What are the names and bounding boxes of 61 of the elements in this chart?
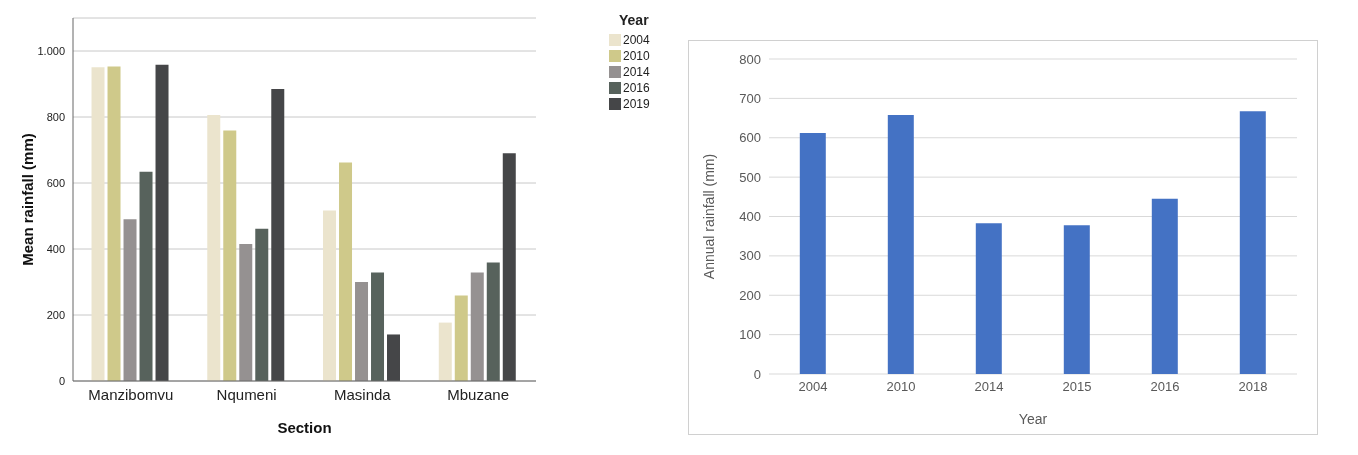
bar <box>799 133 826 374</box>
bar <box>1239 111 1266 374</box>
y-tick-label: 200 <box>739 287 761 303</box>
y-axis-title: Annual rainfall (mm) <box>700 153 717 280</box>
bar <box>438 322 452 381</box>
bar <box>454 295 468 381</box>
bar <box>239 244 253 381</box>
legend-label: 2019 <box>623 97 650 111</box>
x-axis-title: Year <box>1018 411 1048 427</box>
bar <box>139 171 153 381</box>
bar <box>371 272 385 381</box>
y-axis-title: Mean rainfall (mm) <box>19 133 37 266</box>
bar <box>470 272 484 381</box>
bar <box>1151 198 1178 374</box>
y-tick-label: 0 <box>753 366 761 382</box>
y-tick-label: 300 <box>739 248 761 264</box>
bar <box>107 66 121 381</box>
x-tick-label: 2018 <box>1238 379 1268 395</box>
y-tick-label: 100 <box>739 327 761 343</box>
x-tick-label: Manzibomvu <box>88 385 174 403</box>
x-tick-label: Mbuzane <box>447 385 509 403</box>
y-tick-label: 0 <box>58 374 65 387</box>
legend-title: Year <box>618 12 650 28</box>
bar <box>486 262 500 381</box>
legend-label: 2010 <box>623 49 650 63</box>
y-tick-label: 400 <box>739 209 761 225</box>
bar <box>155 64 169 381</box>
bar <box>887 114 914 374</box>
x-tick-label: 2015 <box>1062 379 1092 395</box>
bar <box>255 228 269 381</box>
x-tick-label: 2010 <box>886 379 916 395</box>
y-tick-label: 500 <box>739 169 761 185</box>
x-tick-label: 2004 <box>798 379 828 395</box>
y-tick-label: 200 <box>46 308 65 321</box>
x-tick-label: Nqumeni <box>216 385 277 403</box>
bar <box>387 334 401 381</box>
bar <box>355 282 369 381</box>
x-axis-title: Section <box>277 419 332 436</box>
y-tick-label: 700 <box>739 90 761 106</box>
legend-label: 2014 <box>623 65 650 79</box>
y-tick-label: 600 <box>739 130 761 146</box>
bar <box>1063 225 1090 374</box>
y-tick-label: 800 <box>739 51 761 67</box>
x-tick-label: Masinda <box>334 385 392 403</box>
legend-label: 2004 <box>623 33 650 47</box>
bar <box>223 130 237 381</box>
bar <box>91 67 105 381</box>
legend-label: 2016 <box>623 81 650 95</box>
bar <box>323 210 337 381</box>
bar <box>975 223 1002 374</box>
x-tick-label: 2014 <box>974 379 1004 395</box>
bar <box>207 115 221 381</box>
y-tick-label: 600 <box>46 176 65 189</box>
bar <box>123 219 137 381</box>
y-tick-label: 400 <box>46 242 65 255</box>
bar <box>339 162 353 381</box>
y-tick-label: 800 <box>46 110 65 123</box>
y-tick-label: 1.000 <box>37 44 65 57</box>
bar <box>502 153 516 381</box>
bar <box>271 88 285 381</box>
x-tick-label: 2016 <box>1150 379 1180 395</box>
